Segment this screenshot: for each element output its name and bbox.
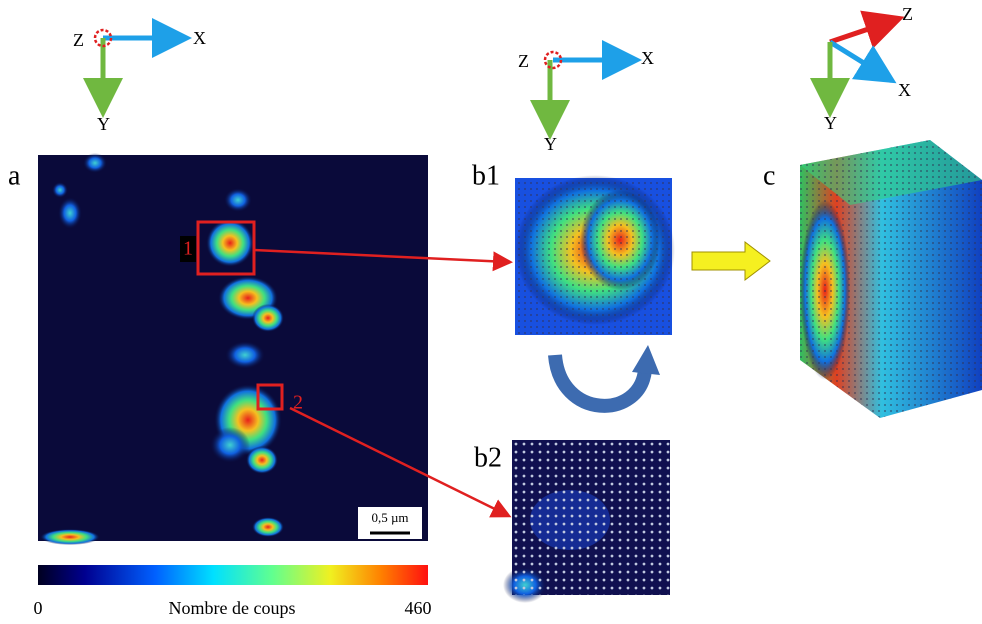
colorbar-label: Nombre de coups [169,598,296,618]
connector [289,406,512,518]
panel-label: c [763,160,775,191]
axis-label: Y [544,134,557,154]
region-box [196,220,256,276]
axis-label: Y [97,114,110,134]
image-b2 [503,440,670,603]
region-label-bg [180,236,196,262]
yellow-arrow [691,240,771,282]
axis-label: Y [824,113,837,133]
colorbar-max: 460 [405,598,432,618]
axis-label: Z [518,51,529,71]
axes-c: Z X Y [810,4,913,133]
region-label: 2 [293,392,303,414]
rotate-arrow-head [632,345,660,375]
axis-label: X [193,28,206,48]
rotate-arrow [548,354,652,413]
axes-a: Z X Y [73,18,206,134]
axis-label: Z [73,30,84,50]
axis-label: X [641,48,654,68]
region-label: 1 [183,238,193,260]
image-a [38,153,428,545]
panel-label: b2 [474,442,502,473]
scale-bar-label: 0,5 µm [371,510,408,525]
image-c [800,140,982,418]
axis-label: Z [902,4,913,24]
panel-label: b1 [472,160,500,191]
panel-label: a [8,160,21,191]
connector [253,248,513,272]
axes-b: Z X Y [518,40,654,154]
colorbar-min: 0 [34,598,43,618]
image-b1 [515,175,675,335]
region-box [256,383,284,411]
colorbar [38,565,428,585]
axis-label: X [898,80,911,100]
